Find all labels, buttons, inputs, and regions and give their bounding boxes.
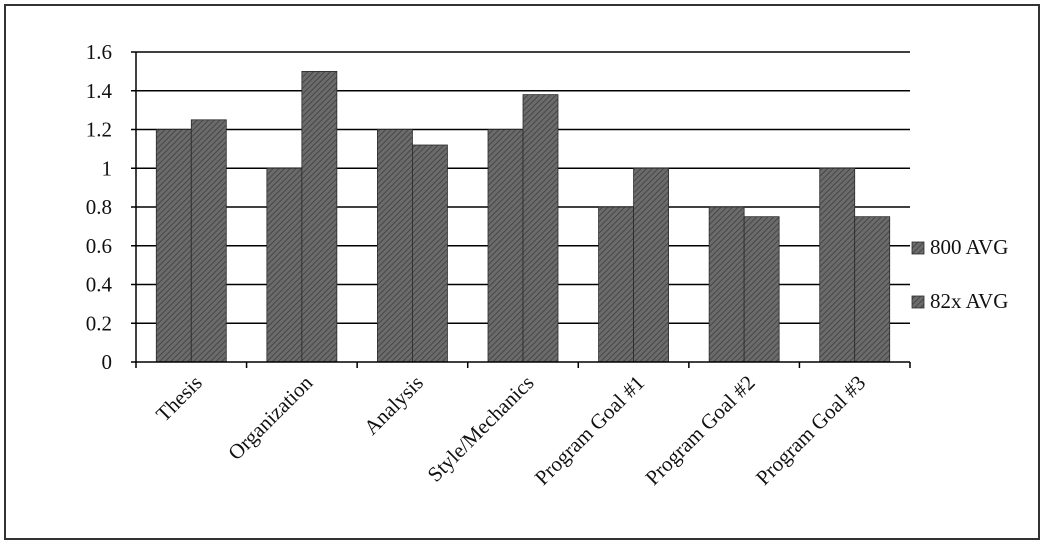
bar-series2 [190,119,227,363]
x-tick-label: Program Goal #2 [640,371,759,490]
y-tick-label: 0 [102,350,113,374]
bar-series2 [633,167,669,363]
bar-series1 [819,167,856,363]
x-tick-label: Organization [223,370,318,465]
y-tick-label: 0.4 [86,273,113,297]
legend-swatch [911,241,925,255]
bar-series2 [412,144,448,363]
legend-label: 82x AVG [930,289,1008,313]
x-tick-labels: Thesis Organization AnalysisStyle/Mechanic… [151,370,870,490]
legend-label: 800 AVG [930,235,1008,259]
bar-series1 [377,129,413,363]
y-tick-label: 1.2 [86,118,112,142]
bar-series1 [598,206,634,363]
y-tick-label: 1.6 [86,40,112,64]
x-tick-label: Program Goal #1 [530,371,649,490]
bar-series2 [743,216,780,363]
x-tick-label: Program Goal #3 [751,371,870,490]
y-tick-label: 0.2 [86,311,112,335]
y-tick-label: 0.6 [86,234,112,258]
y-tick-label: 1 [102,156,113,180]
x-tick-label: Thesis [151,371,207,427]
bar-series1 [155,129,192,363]
axes [131,51,911,368]
bar-series2 [854,216,891,363]
legend: 800 AVG 82x AVG [911,235,1008,313]
legend-swatch [911,295,925,309]
bars [155,70,891,363]
bar-series2 [301,70,338,363]
y-tick-label: 0.8 [86,195,112,219]
bar-series1 [708,206,745,363]
x-tick-label: Analysis [359,371,428,440]
bar-series1 [266,167,303,363]
x-tick-label: Style/Mechanics [423,371,539,487]
bar-series2 [522,94,559,363]
bar-series1 [487,129,524,363]
y-tick-labels: 0 0.2 0.4 0.6 0.8 1 1.2 1.4 1.6 [86,40,113,374]
y-tick-label: 1.4 [86,79,113,103]
